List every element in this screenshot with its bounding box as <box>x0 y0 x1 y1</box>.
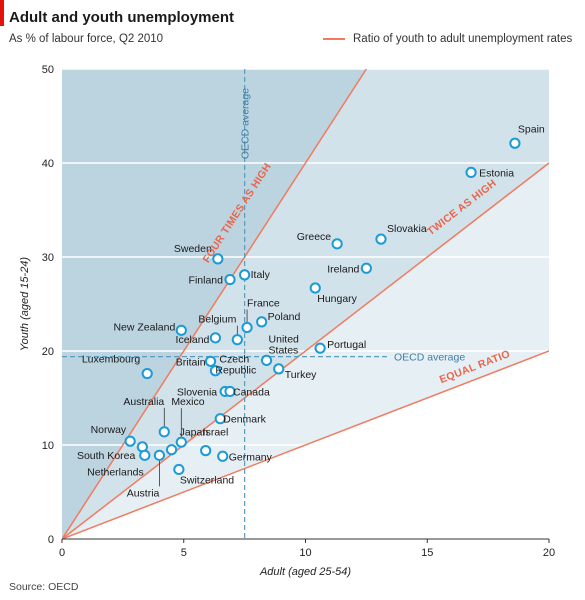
oecd-average-label-horizontal: OECD average <box>394 352 465 364</box>
y-tick-label: 40 <box>42 158 54 170</box>
label-portugal: Portugal <box>327 339 366 351</box>
legend-line-swatch <box>323 38 345 40</box>
label-new-zealand: New Zealand <box>113 321 175 333</box>
x-tick-label: 20 <box>543 547 555 559</box>
label-czech-republic: Czech Republic <box>215 354 256 377</box>
point-poland <box>256 316 268 328</box>
point-france <box>241 321 253 334</box>
x-tick-label: 10 <box>299 547 311 559</box>
label-greece: Greece <box>297 231 332 243</box>
point-greece <box>331 238 343 250</box>
y-tick-label: 20 <box>42 346 54 358</box>
point-australia <box>158 426 170 438</box>
source-note: Source: OECD <box>9 581 79 593</box>
label-finland: Finland <box>189 275 224 287</box>
point-portugal <box>314 342 326 354</box>
label-sweden: Sweden <box>174 243 212 255</box>
point-italy <box>239 269 251 281</box>
label-denmark: Denmark <box>223 414 266 426</box>
ratio-line-four-times-as-high <box>62 69 368 539</box>
oecd-average-lines <box>62 69 389 539</box>
point-germany <box>217 450 229 462</box>
point-denmark <box>214 413 226 425</box>
y-axis-title: Youth (aged 15-24) <box>19 257 31 352</box>
label-switzerland: Switzerland <box>180 474 234 486</box>
label-slovakia: Slovakia <box>387 223 427 235</box>
point-hungary <box>309 282 321 294</box>
point-britain <box>204 355 217 367</box>
label-poland: Poland <box>268 311 301 323</box>
point-new-zealand <box>175 324 187 336</box>
label-united-states: United States <box>269 333 300 356</box>
y-tick-label: 50 <box>42 64 54 76</box>
label-germany: Germany <box>229 451 273 463</box>
label-norway: Norway <box>91 424 127 436</box>
label-netherlands: Netherlands <box>87 466 144 478</box>
chart-subtitle: As % of labour force, Q2 2010 <box>9 33 164 45</box>
label-britain: Britain <box>176 356 206 368</box>
point-estonia <box>465 166 477 178</box>
x-tick-label: 5 <box>181 547 187 559</box>
x-tick-label: 0 <box>59 547 65 559</box>
y-tick-label: 0 <box>48 534 54 546</box>
chart-title: Adult and youth unemployment <box>9 9 234 26</box>
x-axis-title: Adult (aged 25-54) <box>259 566 351 578</box>
point-ireland <box>360 262 372 274</box>
label-canada: Canada <box>233 386 270 398</box>
label-south-korea: South Korea <box>77 450 136 462</box>
point-canada <box>224 385 236 398</box>
data-labels: Spain Estonia Slovakia Greece Ireland Hungary… <box>77 123 545 499</box>
axes: 0 10 20 30 40 50 0 5 10 15 20 Adult (aged 25-54) You… <box>19 64 555 578</box>
ratio-line-equal-ratio <box>62 350 549 539</box>
ratio-lines <box>62 69 549 539</box>
label-australia: Australia <box>123 396 164 408</box>
legend-label: Ratio of youth to adult unemployment rat… <box>353 33 573 45</box>
label-iceland: Iceland <box>176 334 210 346</box>
x-tick-label: 15 <box>421 547 433 559</box>
point-switzerland <box>173 463 185 476</box>
point-iceland <box>209 332 222 344</box>
label-luxembourg: Luxembourg <box>82 354 141 366</box>
legend: Ratio of youth to adult unemployment rat… <box>323 33 572 45</box>
label-ireland: Ireland <box>327 263 359 275</box>
brand-accent-bar <box>0 0 4 26</box>
point-norway <box>124 435 136 447</box>
point-sweden <box>212 253 224 265</box>
point-czech-republic <box>209 365 222 377</box>
ratio-line-twice-as-high <box>62 162 549 539</box>
label-leader-lines <box>158 309 248 487</box>
point-netherlands <box>139 449 151 461</box>
label-hungary: Hungary <box>317 293 357 305</box>
y-tick-label: 10 <box>42 440 54 452</box>
point-turkey <box>273 363 285 375</box>
label-france: France <box>247 298 280 310</box>
point-spain <box>509 137 521 149</box>
label-italy: Italy <box>251 269 271 281</box>
label-japan: Japan <box>180 427 209 439</box>
point-austria <box>153 449 165 461</box>
label-spain: Spain <box>518 123 545 135</box>
label-mexico: Mexico <box>171 396 204 408</box>
point-slovakia <box>375 233 387 245</box>
label-israel: Israel <box>203 427 229 439</box>
point-luxembourg <box>141 367 153 380</box>
point-united-states <box>260 354 273 366</box>
point-israel <box>200 445 212 457</box>
point-belgium <box>231 334 243 346</box>
label-turkey: Turkey <box>285 369 317 381</box>
label-austria: Austria <box>127 487 160 499</box>
point-mexico <box>175 436 187 448</box>
data-points <box>124 137 521 476</box>
label-belgium: Belgium <box>198 314 236 326</box>
label-slovenia: Slovenia <box>177 386 217 398</box>
point-japan <box>165 444 178 456</box>
point-finland <box>224 273 236 286</box>
y-tick-label: 30 <box>42 252 54 264</box>
label-estonia: Estonia <box>479 167 514 179</box>
oecd-average-label-vertical: OECD average <box>240 88 252 159</box>
